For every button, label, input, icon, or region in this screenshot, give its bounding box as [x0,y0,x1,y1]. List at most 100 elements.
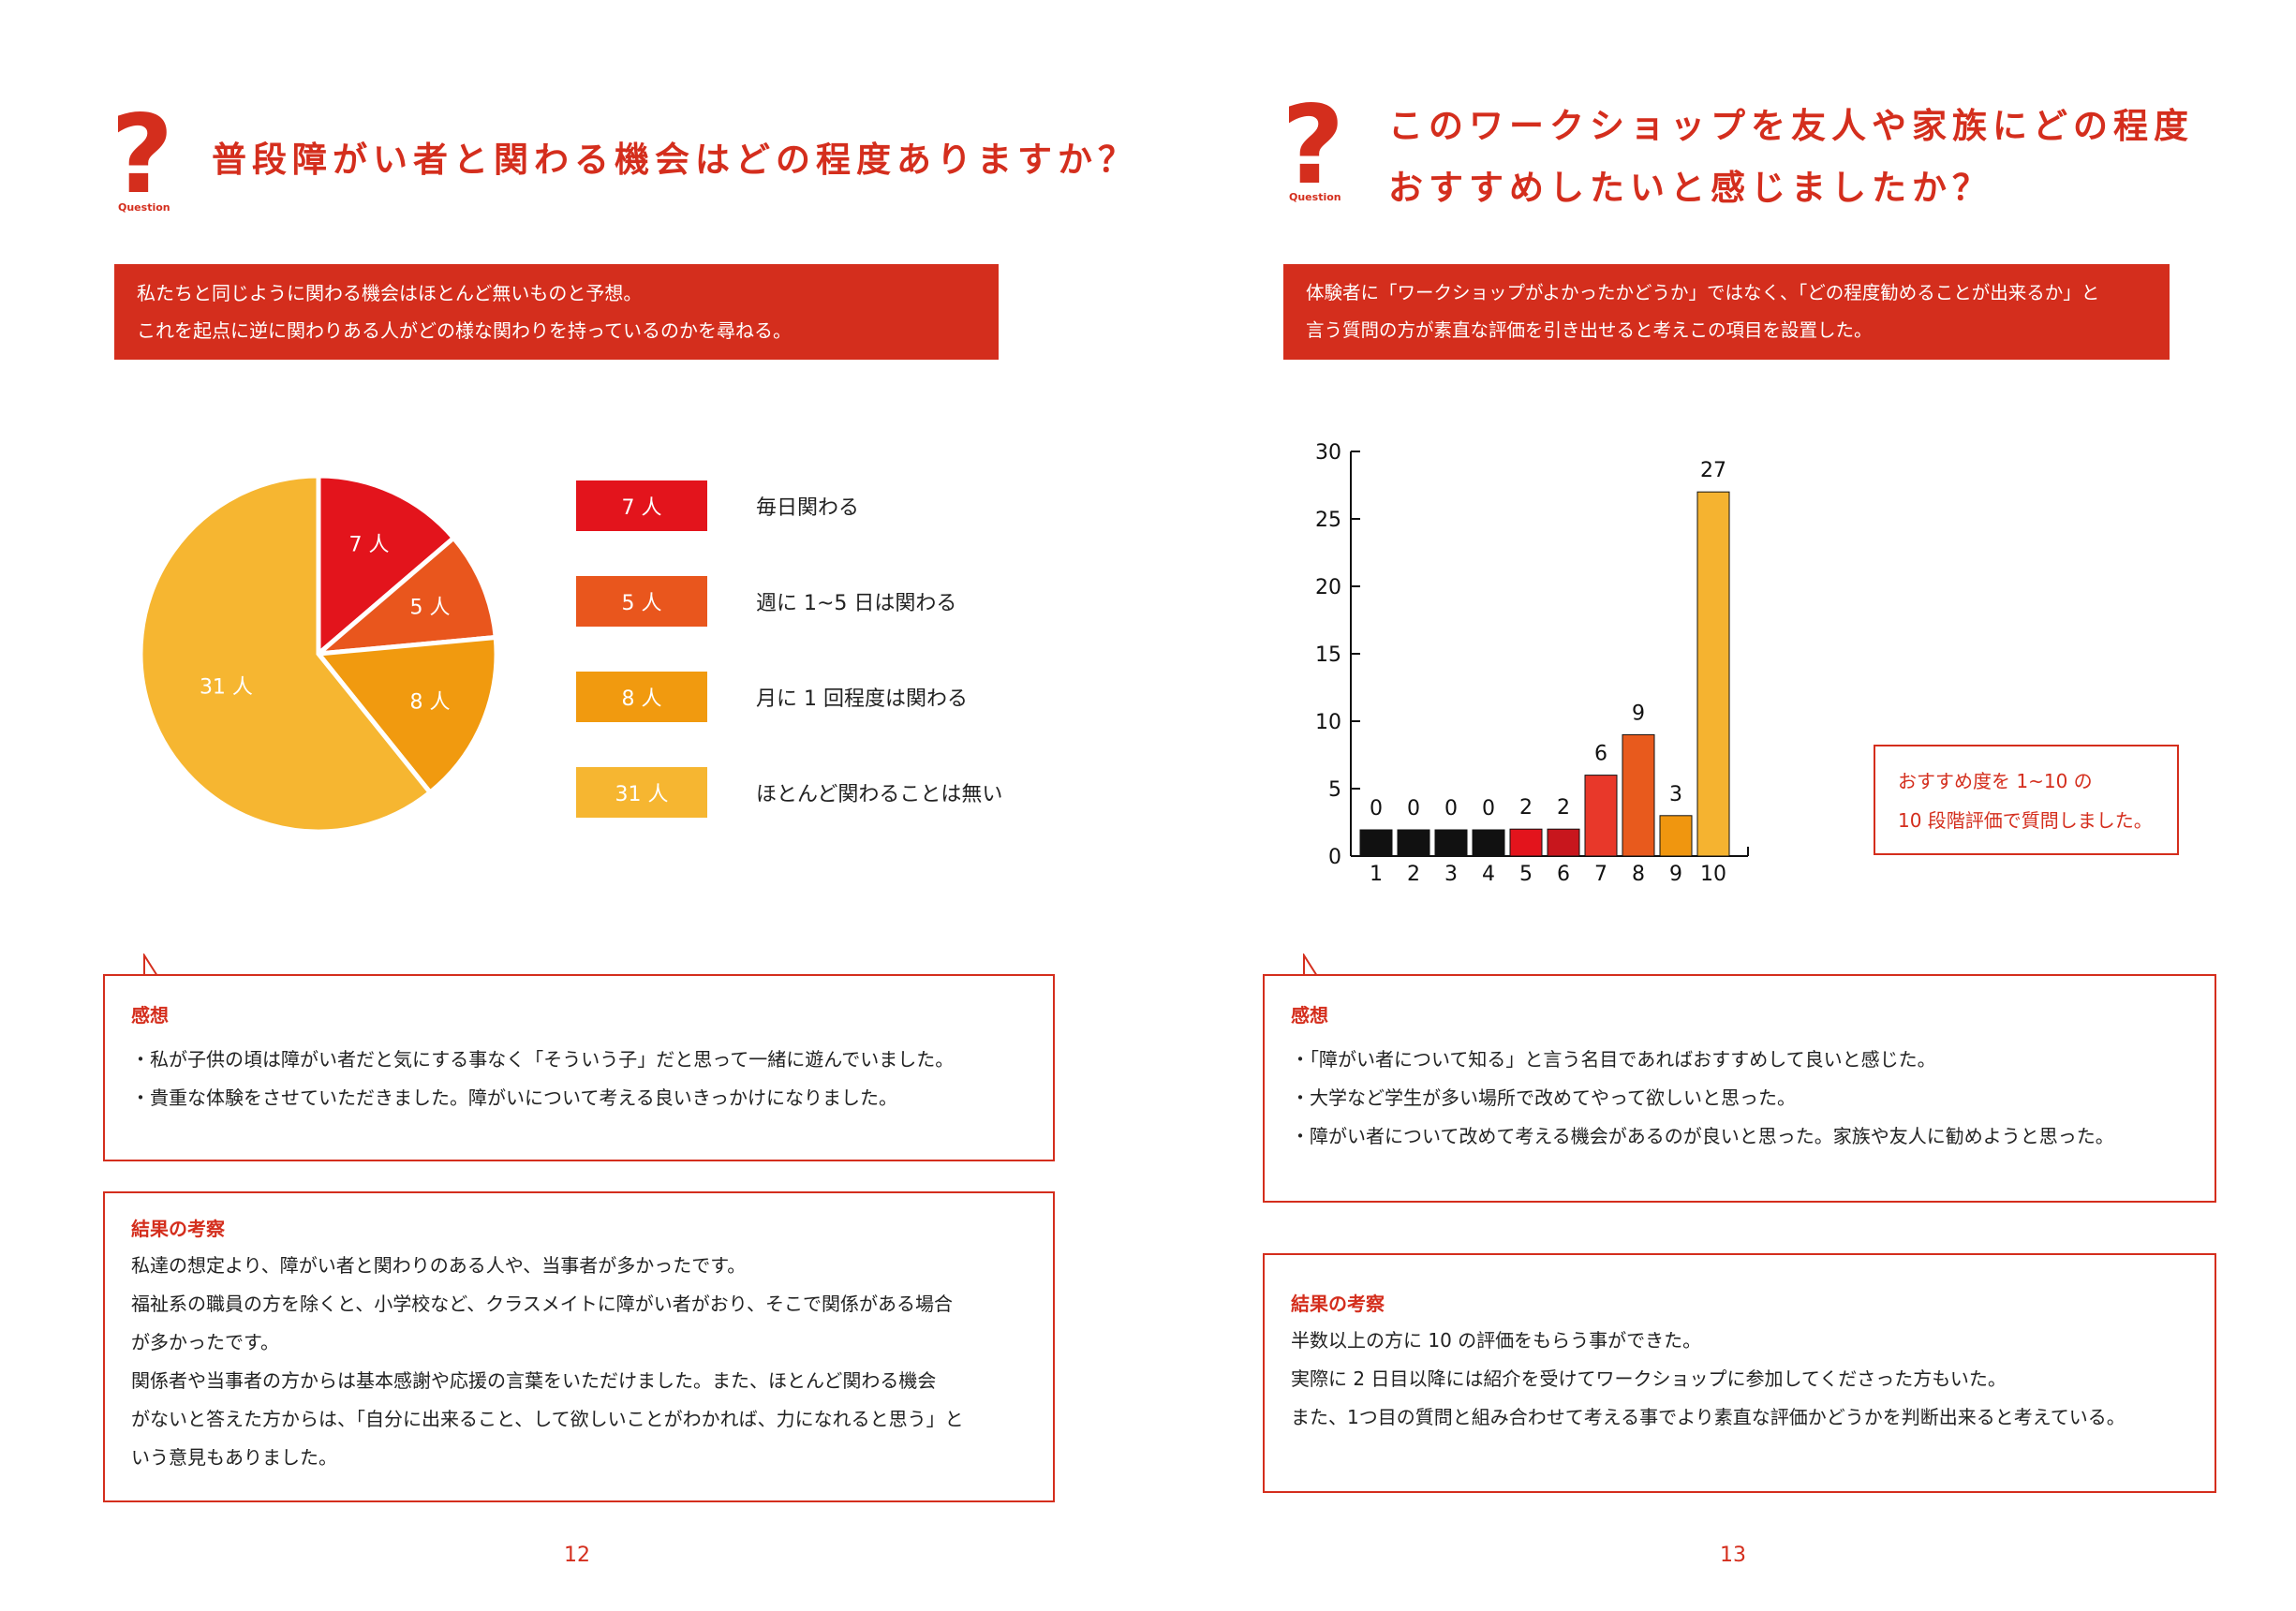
legend-item: 5 人 週に 1~5 日は関わる [576,576,1002,627]
bar [1584,775,1618,857]
y-tick-label: 25 [1315,509,1341,532]
pie-slice-label: 31 人 [200,676,253,700]
x-tick-label: 1 [1370,863,1383,886]
card-line: ・障がい者について改めて考える機会があるのが良いと思った。家族や友人に勧めようと… [1291,1125,2114,1147]
bar [1659,815,1693,857]
card-title: 結果の考察 [1291,1293,1385,1315]
left-intro-line: これを起点に逆に関わりある人がどの様な関わりを持っているのかを尋ねる。 [137,319,792,342]
card-line: ・貴重な体験をさせていただきました。障がいについて考える良いきっかけになりました… [131,1086,897,1109]
legend-label: 毎日関わる [756,496,860,520]
bar [1622,733,1655,857]
right-intro-box: 体験者に「ワークショップがよかったかどうか」ではなく、「どの程度勧めることが出来… [1283,264,2170,360]
x-tick-label: 5 [1519,863,1533,886]
card-line: 関係者や当事者の方からは基本感謝や応援の言葉をいただけました。また、ほとんど関わ… [131,1369,937,1392]
x-tick-label: 8 [1632,863,1645,886]
card-line: いう意見もありました。 [131,1446,337,1469]
card-line: 福祉系の職員の方を除くと、小学校など、クラスメイトに障がい者がおり、そこで関係が… [131,1293,953,1315]
legend-label: 週に 1~5 日は関わる [756,592,957,615]
x-tick-label: 7 [1594,863,1607,886]
bar-value-label: 2 [1519,796,1533,820]
bar [1547,828,1580,857]
legend-label: ほとんど関わることは無い [756,783,1003,806]
x-tick-label: 4 [1482,863,1495,886]
heading-line: このワークショップを友人や家族にどの程度 [1388,106,2194,146]
right-question-heading: このワークショップを友人や家族にどの程度 おすすめしたいと感じましたか？ [1388,96,2194,219]
legend-swatch: 8 人 [576,672,707,722]
y-tick-label: 10 [1315,711,1341,734]
bar [1359,829,1393,857]
right-impressions-card: 感想 ・「障がい者について知る」と言う名目であればおすすめして良いと感じた。 ・… [1263,974,2216,1203]
legend-swatch: 31 人 [576,767,707,818]
question-mark-icon: ? [111,92,174,218]
legend-swatch: 5 人 [576,576,707,627]
y-tick-label: 15 [1315,643,1341,667]
pie-slice [138,473,434,835]
bar-value-label: 0 [1444,797,1458,820]
y-tick-label: 20 [1315,576,1341,599]
card-line: ・「障がい者について知る」と言う名目であればおすすめして良いと感じた。 [1291,1048,1936,1071]
bar-value-label: 9 [1632,702,1645,725]
left-impressions-card: 感想 ・私が子供の頃は障がい者だと気にする事なく「そういう子」だと思って一緒に遊… [103,974,1055,1161]
pie-legend: 7 人 毎日関わる 5 人 週に 1~5 日は関わる 8 人 月に 1 回程度は… [576,480,1002,818]
bar [1696,491,1730,857]
card-line: 実際に 2 日目以降には紹介を受けてワークショップに参加してくださった方もいた。 [1291,1367,2007,1390]
pie-slice-label: 7 人 [349,534,390,557]
left-intro-box: 私たちと同じように関わる機会はほとんど無いものと予想。 これを起点に逆に関わりあ… [114,264,999,360]
bar [1509,828,1543,857]
page-number: 13 [1720,1544,1746,1567]
pie-chart: 7 人 5 人 8 人 31 人 [138,473,499,835]
note-line: 10 段階評価で質問しました。 [1898,809,2153,832]
note-line: おすすめ度を 1~10 の [1898,770,2093,792]
x-tick-label: 3 [1444,863,1458,886]
card-title: 感想 [1291,1004,1328,1027]
bar-value-label: 6 [1594,743,1607,766]
left-results-card: 結果の考察 私達の想定より、障がい者と関わりのある人や、当事者が多かったです。 … [103,1191,1055,1502]
page-number: 12 [564,1544,590,1567]
right-results-card: 結果の考察 半数以上の方に 10 の評価をもらう事ができた。 実際に 2 日目以… [1263,1253,2216,1493]
bar [1397,829,1430,857]
x-tick-label: 10 [1700,863,1726,886]
x-tick-label: 9 [1669,863,1682,886]
bar [1472,829,1505,857]
card-line: 私達の想定より、障がい者と関わりのある人や、当事者が多かったです。 [131,1254,747,1277]
pie-slice [314,634,499,796]
card-line: が多かったです。 [131,1331,279,1353]
card-line: 半数以上の方に 10 の評価をもらう事ができた。 [1291,1329,1702,1352]
right-intro-line: 言う質問の方が素直な評価を引き出せると考えこの項目を設置した。 [1306,319,1873,341]
card-line: また、1つ目の質問と組み合わせて考える事でより素直な評価かどうかを判断出来ると考… [1291,1406,2126,1428]
y-tick-label: 0 [1328,846,1341,869]
y-tick-label: 30 [1315,441,1341,465]
bar-value-label: 0 [1370,797,1383,820]
legend-swatch: 7 人 [576,480,707,531]
bar-value-label: 3 [1669,783,1682,806]
bar-value-label: 0 [1407,797,1420,820]
x-tick-label: 6 [1557,863,1570,886]
y-tick-label: 5 [1328,778,1341,802]
card-line: がないと答えた方からは、「自分に出来ること、して欲しいことがわかれば、力になれる… [131,1408,964,1430]
legend-label: 月に 1 回程度は関わる [756,687,968,711]
heading-line: おすすめしたいと感じましたか？ [1388,168,1992,208]
question-label: Question [118,201,170,214]
left-question-heading: 普段障がい者と関わる機会はどの程度ありますか？ [212,140,1138,180]
pie-slice [311,534,498,658]
legend-item: 8 人 月に 1 回程度は関わる [576,672,1002,722]
card-title: 感想 [131,1004,169,1027]
pie-slice-label: 5 人 [409,597,450,620]
bar-value-label: 27 [1700,459,1726,482]
pie-slice [316,473,457,659]
legend-item: 7 人 毎日関わる [576,480,1002,531]
right-intro-line: 体験者に「ワークショップがよかったかどうか」ではなく、「どの程度勧めることが出来… [1306,282,2100,303]
bar [1434,829,1468,857]
rating-note-box: おすすめ度を 1~10 の 10 段階評価で質問しました。 [1874,745,2179,855]
question-label: Question [1289,191,1341,203]
card-line: ・大学など学生が多い場所で改めてやって欲しいと思った。 [1291,1086,1796,1109]
left-intro-line: 私たちと同じように関わる機会はほとんど無いものと予想。 [137,282,643,304]
legend-item: 31 人 ほとんど関わることは無い [576,767,1002,818]
bar-value-label: 2 [1557,796,1570,820]
card-line: ・私が子供の頃は障がい者だと気にする事なく「そういう子」だと思って一緒に遊んでい… [131,1048,955,1071]
x-tick-label: 2 [1407,863,1420,886]
bar-value-label: 0 [1482,797,1495,820]
card-title: 結果の考察 [131,1218,225,1240]
pie-slice-label: 8 人 [409,690,450,714]
